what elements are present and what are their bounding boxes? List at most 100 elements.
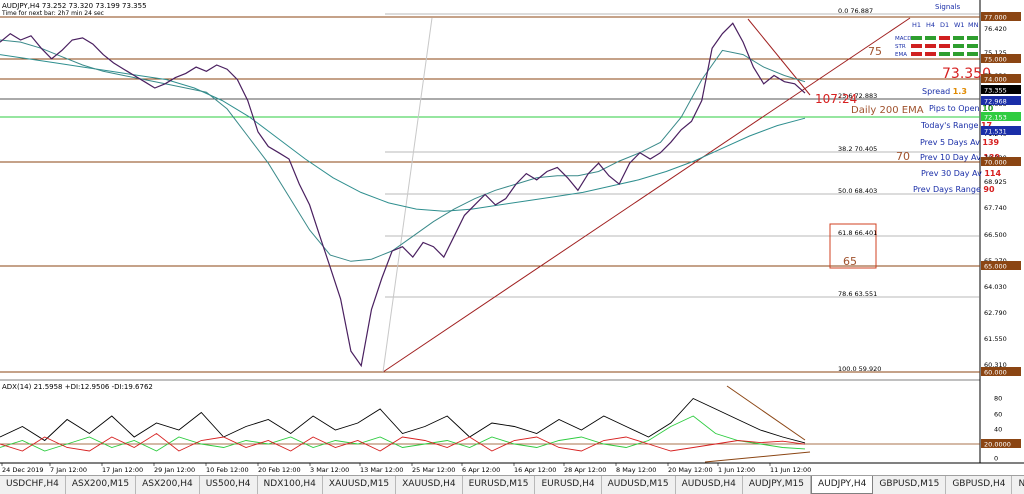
- fib-drag-line[interactable]: [382, 17, 433, 373]
- chart-tab[interactable]: ASX200,H4: [136, 476, 200, 494]
- adx-20-tag: [981, 439, 1021, 448]
- chart-tabs-bar: USDCHF,H4 ASX200,M15 ASX200,H4 US500,H4 NDX1…: [0, 475, 1024, 494]
- price-tag: [981, 54, 1021, 63]
- signal-timeframe: MN: [968, 21, 979, 29]
- price-tag-text: 71.531: [984, 128, 1007, 136]
- chart-tab[interactable]: AUDJPY,M15: [743, 476, 811, 494]
- price-tag-text: 70.000: [984, 159, 1007, 167]
- signal-indicator: [911, 44, 922, 48]
- adx-minus-di-line: [0, 432, 806, 452]
- chart-tab[interactable]: EURUSD,M15: [463, 476, 536, 494]
- price-tag: [981, 74, 1021, 83]
- chart-tab[interactable]: NZDUSD,M15: [1012, 476, 1024, 494]
- fib-label: 78.6 63.551: [838, 290, 877, 298]
- signal-indicator: [953, 44, 964, 48]
- time-axis-tick: 16 Apr 12:00: [514, 466, 556, 474]
- signal-indicator: [953, 52, 964, 56]
- signal-indicator: [911, 36, 922, 40]
- signal-indicator: [939, 36, 950, 40]
- price-axis-tick: 62.790: [984, 309, 1007, 317]
- chart-tab[interactable]: GBPUSD,M15: [873, 476, 947, 494]
- adx-axis: 80 60 40 20.0000 0: [981, 395, 1021, 463]
- chart-tab[interactable]: NDX100,H4: [258, 476, 323, 494]
- price-axis-tick: 68.925: [984, 178, 1007, 186]
- time-axis-tick: 7 Jan 12:00: [50, 466, 87, 474]
- price-tags: 77.000 75.000 74.000 73.355 72.968 72.153 71.5…: [981, 12, 1021, 377]
- price-axis-tick: 66.500: [984, 231, 1007, 239]
- signal-timeframe: W1: [954, 21, 965, 29]
- time-axis-tick: 25 Mar 12:00: [412, 466, 455, 474]
- price-tag: [981, 112, 1021, 121]
- signal-indicator: [967, 36, 978, 40]
- price-tag: [981, 96, 1021, 105]
- time-axis-tick: 11 Jun 12:00: [770, 466, 811, 474]
- chart-tab[interactable]: AUDUSD,H4: [676, 476, 743, 494]
- price-tag-text: 74.000: [984, 76, 1007, 84]
- price-axis-tick: 61.550: [984, 335, 1007, 343]
- signal-timeframe: H4: [926, 21, 935, 29]
- fib-label: 0.0 76.887: [838, 7, 873, 15]
- chart-tab[interactable]: ASX200,M15: [66, 476, 137, 494]
- adx-support-line[interactable]: [704, 451, 811, 463]
- price-tag-text: 73.355: [984, 87, 1007, 95]
- chart-tab[interactable]: AUDUSD,M15: [602, 476, 676, 494]
- uptrend-line[interactable]: [382, 17, 911, 373]
- ema-name-label: Daily 200 EMA: [851, 105, 924, 116]
- chart-tab[interactable]: GBPUSD,H4: [946, 476, 1013, 494]
- fib-label: 50.0 68.403: [838, 187, 877, 195]
- time-axis-tick: 17 Jan 12:00: [102, 466, 143, 474]
- price-tag-text: 75.000: [984, 56, 1007, 64]
- chart-tab[interactable]: XAUUSD,H4: [396, 476, 463, 494]
- signal-indicator: [967, 44, 978, 48]
- adx-label: ADX(14) 21.5958 +DI:12.9506 -DI:19.6762: [2, 383, 153, 391]
- adx-axis-tick: 40: [994, 426, 1002, 434]
- adx-plus-di-line: [0, 415, 806, 452]
- info-row: Prev Days Range 90: [913, 185, 995, 194]
- time-axis: 24 Dec 2019 7 Jan 12:00 17 Jan 12:00 29 Jan…: [1, 463, 811, 474]
- level-65-box[interactable]: [829, 223, 877, 269]
- signals-title: Signals: [935, 3, 961, 11]
- price-tag: [981, 85, 1021, 94]
- chart-tab[interactable]: USDCHF,H4: [0, 476, 66, 494]
- fib-label: 23.6 72.883: [838, 92, 877, 100]
- chart-tab[interactable]: US500,H4: [200, 476, 258, 494]
- level-70-label: 70: [896, 150, 910, 163]
- fib-label: 38.2 70.405: [838, 145, 877, 153]
- adx-axis-tick: 80: [994, 395, 1002, 403]
- adx-layer: [0, 397, 806, 452]
- price-tag: [981, 12, 1021, 21]
- chart-tab[interactable]: XAUUSD,M15: [323, 476, 397, 494]
- price-tag-text: 65.000: [984, 263, 1007, 271]
- ema-value-label: 107:24: [815, 92, 857, 106]
- price-axis-tick: 64.030: [984, 283, 1007, 291]
- info-row: Pips to Open 10: [929, 104, 994, 113]
- signal-row-label: MACD: [895, 36, 912, 42]
- downtrend-line[interactable]: [747, 18, 811, 96]
- fib-label: 100.0 59.920: [838, 365, 881, 373]
- series-layer: [0, 22, 806, 368]
- time-axis-tick: 10 Feb 12:00: [206, 466, 249, 474]
- fib-label: 61.8 66.401: [838, 229, 877, 237]
- signal-timeframe: D1: [940, 21, 949, 29]
- adx-axis-tick: 0: [994, 455, 998, 463]
- time-axis-tick: 13 Mar 12:00: [360, 466, 403, 474]
- signal-indicator: [939, 52, 950, 56]
- time-axis-tick: 20 Feb 12:00: [258, 466, 301, 474]
- adx-axis-tick: 20.0000: [984, 441, 1011, 449]
- signal-row-label: STR: [895, 44, 906, 50]
- chart-tab[interactable]: AUDJPY,H4: [811, 476, 874, 494]
- time-axis-tick: 28 Apr 12:00: [564, 466, 606, 474]
- info-panel: Spread 1.3 Pips to Open 10 Today's Range 1…: [913, 87, 1001, 194]
- adx-axis-tick: 60: [994, 411, 1002, 419]
- info-row: Spread 1.3: [922, 87, 967, 96]
- bar-timer: Time for next bar: 2h7 min 24 sec: [1, 10, 104, 17]
- signal-timeframe: H1: [912, 21, 921, 29]
- adx-downtrend-line[interactable]: [726, 385, 806, 441]
- adx-main-line: [0, 397, 806, 444]
- price-tag: [981, 126, 1021, 135]
- time-axis-tick: 3 Mar 12:00: [310, 466, 349, 474]
- price-tag: [981, 367, 1021, 376]
- chart-tab[interactable]: EURUSD,H4: [535, 476, 602, 494]
